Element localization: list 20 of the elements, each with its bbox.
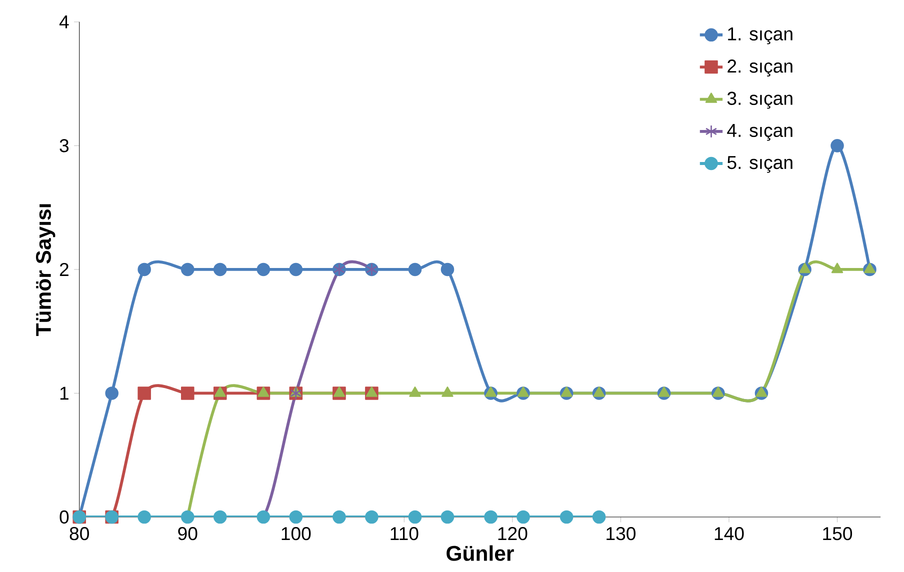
legend-label: 3. sıçan (727, 92, 792, 109)
x-tick-label: 80 (70, 527, 89, 540)
legend-label: 4. sıçan (727, 124, 792, 141)
legend-label: 2. sıçan (728, 60, 792, 77)
y-tick-label: 1 (60, 386, 68, 400)
x-tick-label: 120 (498, 527, 528, 540)
x-tick-label: 110 (390, 527, 418, 540)
legend-label: 5. sıçan (727, 156, 792, 173)
x-tick-label: 100 (282, 527, 311, 540)
y-tick-label: 0 (60, 510, 69, 524)
legend-label: 1. sıçan (728, 28, 792, 44)
x-tick-label: 90 (178, 527, 198, 540)
x-tick-label: 130 (606, 527, 636, 540)
y-tick-label: 2 (60, 263, 68, 276)
y-tick-label: 4 (59, 16, 69, 28)
y-axis-title: Tümör Sayısı (36, 204, 56, 336)
x-axis-title: Günler (446, 545, 514, 562)
y-tick-label: 3 (60, 139, 69, 152)
x-tick-label: 140 (714, 527, 744, 540)
x-tick-label: 150 (823, 527, 852, 540)
